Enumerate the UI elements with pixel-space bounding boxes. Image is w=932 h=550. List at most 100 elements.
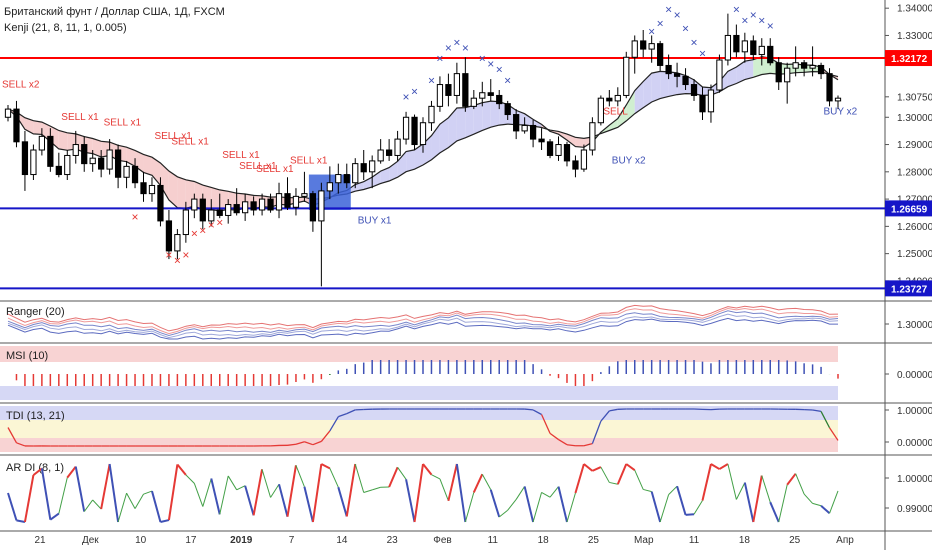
tdi-line-segment [591, 420, 602, 444]
candle-body [360, 163, 367, 173]
candle-body [792, 62, 799, 69]
candle-body [89, 157, 96, 165]
candle-body [572, 160, 579, 170]
candle-body [402, 116, 410, 140]
candle-body [309, 193, 317, 222]
ardi-line-segment [803, 493, 813, 504]
candle-body [114, 149, 122, 178]
signal-x-marker: × [411, 84, 418, 98]
ardi-line-segment [372, 486, 381, 491]
signal-x-marker: × [691, 35, 698, 49]
tdi-line-segment [16, 442, 26, 447]
signal-x-marker: × [216, 215, 223, 229]
candle-body [284, 193, 291, 208]
x-axis-tick-label: 18 [538, 535, 550, 546]
ranger-line [7, 313, 839, 339]
ardi-line-segment [193, 483, 204, 507]
candle-body [165, 220, 173, 252]
candle-body [462, 73, 469, 107]
candle-body [191, 198, 198, 211]
ardi-line-segment [252, 469, 264, 516]
kenji-cloud-segment [626, 90, 635, 121]
candle-body [233, 204, 240, 214]
ardi-line-segment [812, 502, 822, 507]
kenji-cloud-segment [473, 102, 483, 135]
candle-body [411, 116, 418, 146]
ranger-label: Ranger (20) [6, 306, 65, 318]
kenji-cloud-segment [465, 105, 474, 138]
candle-body [182, 209, 189, 236]
ranger-line [7, 317, 838, 340]
signal-label: SELL x1 [290, 156, 328, 167]
candle-body [38, 135, 46, 151]
x-axis-tick-label: Фев [433, 535, 451, 546]
kenji-cloud-segment [651, 71, 661, 102]
ardi-line-segment [591, 466, 602, 472]
tdi-line-segment [329, 416, 339, 432]
candle-body [250, 201, 257, 211]
candle-body [750, 40, 757, 56]
ardi-line-segment [439, 478, 449, 501]
signal-x-marker: × [453, 35, 460, 49]
signal-x-marker: × [436, 52, 443, 66]
ardi-line-segment [761, 475, 771, 503]
candle-body [225, 204, 232, 216]
tdi-line-segment [304, 441, 314, 446]
candle-body [682, 75, 689, 86]
signal-x-marker: × [462, 41, 469, 55]
x-axis-tick-label: 25 [588, 535, 600, 546]
kenji-cloud-segment [634, 81, 644, 114]
ardi-line-segment [489, 489, 501, 518]
candle-body [242, 201, 249, 214]
tdi-line-segment [820, 411, 831, 429]
tdi-line-segment [558, 439, 568, 446]
ardi-line-segment [515, 486, 526, 500]
msi-lower-band [0, 386, 838, 400]
ardi-line-segment [431, 474, 441, 480]
ardi-line-segment [778, 484, 788, 523]
candle-body [267, 198, 274, 211]
kenji-cloud-segment [566, 134, 576, 147]
candle-body [258, 198, 266, 211]
candle-body [47, 135, 54, 167]
candle-body [496, 94, 503, 105]
price-axis-tick-label: 1.33000 [897, 31, 932, 42]
ardi-line-segment [270, 483, 280, 498]
ardi-line-segment [303, 486, 314, 523]
signal-label: SELL x1 [61, 112, 99, 123]
kenji-cloud-segment [380, 167, 390, 184]
kenji-cloud-segment [668, 71, 678, 97]
signal-x-marker: × [199, 224, 206, 238]
ardi-line-segment [32, 467, 43, 476]
candle-body [589, 122, 596, 151]
candle-body [343, 174, 350, 184]
ardi-line-segment [727, 463, 737, 500]
ardi-line-segment [227, 475, 238, 491]
candle-body [631, 40, 638, 58]
ardi-line-segment [278, 484, 289, 517]
tdi-line-segment [320, 430, 331, 442]
candle-body [699, 94, 706, 113]
ranger-line [7, 310, 839, 337]
signal-x-marker: × [191, 226, 198, 240]
ardi-line-segment [74, 466, 86, 512]
candle-body [123, 165, 130, 178]
ardi-line-segment [498, 509, 509, 518]
ardi-line-segment [167, 464, 179, 521]
signal-x-marker: × [132, 210, 139, 224]
ardi-line-segment [676, 485, 687, 516]
ardi-line-segment [397, 466, 407, 480]
ardi-line-segment [481, 473, 492, 490]
signal-label: SELL x1 [104, 117, 142, 128]
signal-x-marker: × [648, 24, 655, 38]
ardi-line-segment [752, 475, 763, 523]
candle-body [809, 64, 816, 69]
signal-x-marker: × [487, 57, 494, 71]
ardi-axis-tick-label: 1.00000 [897, 474, 932, 485]
tdi-line-segment [312, 440, 322, 446]
ardi-line-segment [58, 477, 68, 514]
ardi-line-segment [583, 463, 594, 472]
candle-body [385, 149, 393, 156]
candle-body [758, 45, 765, 56]
candle-body [21, 141, 29, 176]
